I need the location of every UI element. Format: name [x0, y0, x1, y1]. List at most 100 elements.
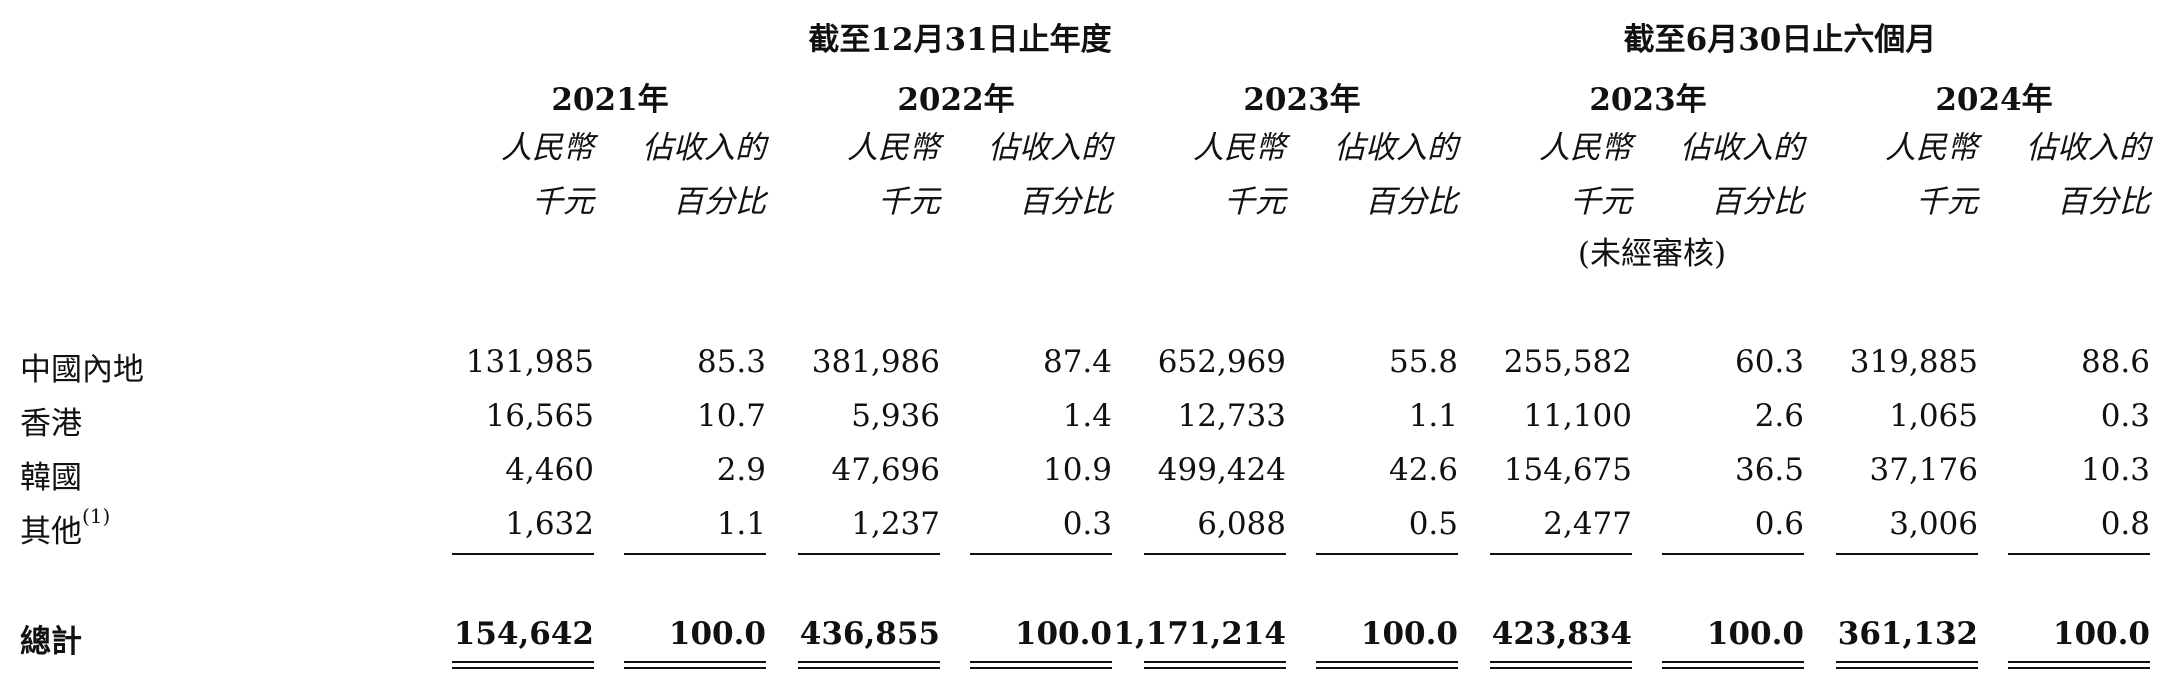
table-cell-amount: 16,565: [485, 398, 594, 434]
total-double-rule: [452, 661, 594, 669]
table-cell-percent: 60.3: [1734, 344, 1804, 380]
total-cell-amount: 436,855: [799, 616, 940, 652]
total-cell-percent: 100.0: [668, 616, 766, 652]
total-cell-amount: 1,171,214: [1113, 616, 1286, 652]
percent-unit-line2: 百分比: [673, 184, 766, 220]
table-cell-percent: 10.3: [2080, 452, 2150, 488]
total-cell-amount: 361,132: [1837, 616, 1978, 652]
subtotal-rule: [452, 553, 594, 555]
table-cell-percent: 10.7: [696, 398, 766, 434]
table-cell-amount: 1,237: [851, 506, 940, 542]
total-double-rule: [1836, 661, 1978, 669]
total-double-rule: [970, 661, 1112, 669]
percent-unit-line2: 百分比: [1711, 184, 1804, 220]
percent-unit-line2: 百分比: [1019, 184, 1112, 220]
total-cell-amount: 423,834: [1491, 616, 1632, 652]
table-cell-amount: 652,969: [1157, 344, 1286, 380]
subtotal-rule: [970, 553, 1112, 555]
total-cell-percent: 100.0: [2052, 616, 2150, 652]
amount-unit-line2: 千元: [1570, 184, 1632, 220]
year-header-2023-interim: 2023年: [1589, 82, 1707, 118]
amount-unit-line1: 人民幣: [1885, 130, 1978, 166]
total-double-rule: [1662, 661, 1804, 669]
table-cell-percent: 88.6: [2080, 344, 2150, 380]
year-header-2024-interim: 2024年: [1935, 82, 2053, 118]
table-cell-percent: 85.3: [696, 344, 766, 380]
amount-unit-line1: 人民幣: [501, 130, 594, 166]
subtotal-rule: [624, 553, 766, 555]
table-cell-percent: 0.6: [1754, 506, 1804, 542]
table-cell-amount: 1,065: [1889, 398, 1978, 434]
table-cell-amount: 4,460: [505, 452, 594, 488]
table-cell-percent: 36.5: [1734, 452, 1804, 488]
table-cell-amount: 131,985: [465, 344, 594, 380]
table-cell-amount: 37,176: [1869, 452, 1978, 488]
table-cell-amount: 12,733: [1177, 398, 1286, 434]
table-cell-amount: 6,088: [1197, 506, 1286, 542]
amount-unit-line2: 千元: [532, 184, 594, 220]
period-header-six-months: 截至6月30日止六個月: [1623, 22, 1937, 58]
amount-unit-line2: 千元: [878, 184, 940, 220]
row-label-korea: 韓國: [20, 460, 82, 496]
row-label-hong-kong: 香港: [20, 406, 82, 442]
period-header-annual: 截至12月31日止年度: [808, 22, 1112, 58]
table-cell-amount: 255,582: [1503, 344, 1632, 380]
table-cell-amount: 381,986: [811, 344, 940, 380]
footnote-marker: (1): [82, 504, 111, 528]
percent-unit-line2: 百分比: [1365, 184, 1458, 220]
table-cell-amount: 3,006: [1889, 506, 1978, 542]
percent-unit-line2: 百分比: [2057, 184, 2150, 220]
table-cell-amount: 5,936: [851, 398, 940, 434]
table-cell-amount: 2,477: [1543, 506, 1632, 542]
total-cell-percent: 100.0: [1014, 616, 1112, 652]
percent-unit-line1: 佔收入的: [1680, 130, 1804, 166]
table-cell-percent: 0.8: [2100, 506, 2150, 542]
table-cell-percent: 42.6: [1388, 452, 1458, 488]
total-double-rule: [1490, 661, 1632, 669]
table-cell-amount: 499,424: [1157, 452, 1286, 488]
table-cell-percent: 0.3: [2100, 398, 2150, 434]
amount-unit-line2: 千元: [1224, 184, 1286, 220]
total-cell-percent: 100.0: [1360, 616, 1458, 652]
table-cell-percent: 2.9: [716, 452, 766, 488]
row-label-mainland-china: 中國內地: [20, 352, 144, 388]
percent-unit-line1: 佔收入的: [988, 130, 1112, 166]
table-cell-percent: 1.1: [716, 506, 766, 542]
subtotal-rule: [2008, 553, 2150, 555]
year-header-2022: 2022年: [897, 82, 1015, 118]
year-header-2023: 2023年: [1243, 82, 1361, 118]
total-double-rule: [1316, 661, 1458, 669]
percent-unit-line1: 佔收入的: [2026, 130, 2150, 166]
table-cell-amount: 1,632: [505, 506, 594, 542]
amount-unit-line1: 人民幣: [847, 130, 940, 166]
unaudited-note: (未經審核): [1577, 236, 1727, 272]
table-cell-percent: 0.5: [1408, 506, 1458, 542]
subtotal-rule: [798, 553, 940, 555]
percent-unit-line1: 佔收入的: [1334, 130, 1458, 166]
total-cell-percent: 100.0: [1706, 616, 1804, 652]
total-double-rule: [1144, 661, 1286, 669]
table-cell-amount: 47,696: [831, 452, 940, 488]
row-label-total: 總計: [20, 624, 82, 660]
table-cell-percent: 2.6: [1754, 398, 1804, 434]
percent-unit-line1: 佔收入的: [642, 130, 766, 166]
table-cell-percent: 10.9: [1042, 452, 1112, 488]
subtotal-rule: [1144, 553, 1286, 555]
subtotal-rule: [1490, 553, 1632, 555]
year-header-2021: 2021年: [551, 82, 669, 118]
table-cell-percent: 55.8: [1388, 344, 1458, 380]
table-cell-amount: 319,885: [1849, 344, 1978, 380]
total-double-rule: [2008, 661, 2150, 669]
amount-unit-line1: 人民幣: [1539, 130, 1632, 166]
table-cell-amount: 11,100: [1523, 398, 1632, 434]
table-cell-percent: 1.1: [1408, 398, 1458, 434]
amount-unit-line2: 千元: [1916, 184, 1978, 220]
table-cell-percent: 87.4: [1042, 344, 1112, 380]
total-cell-amount: 154,642: [453, 616, 594, 652]
total-double-rule: [624, 661, 766, 669]
amount-unit-line1: 人民幣: [1193, 130, 1286, 166]
table-cell-percent: 0.3: [1062, 506, 1112, 542]
subtotal-rule: [1836, 553, 1978, 555]
subtotal-rule: [1316, 553, 1458, 555]
